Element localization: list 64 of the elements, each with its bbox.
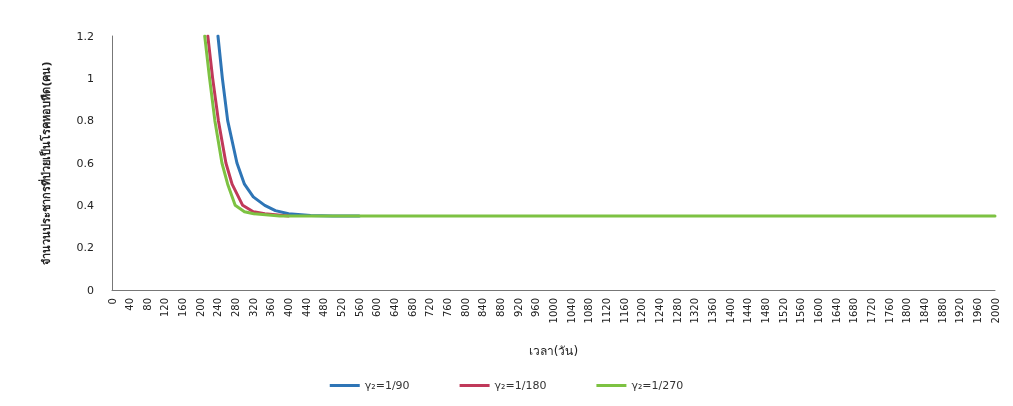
x-tick-label: 400 [283,298,295,318]
x-tick-label: 1280 [671,298,683,324]
x-tick-label: 560 [353,298,365,318]
legend-label: γ₂=1/270 [631,379,684,392]
x-tick-label: 840 [477,298,489,318]
x-tick-label: 440 [300,298,312,318]
x-tick-label: 880 [495,298,507,318]
legend-label: γ₂=1/90 [364,379,410,392]
y-tick-label: 0.2 [76,241,94,255]
x-tick-label: 520 [336,298,348,318]
x-tick-label: 160 [177,298,189,318]
x-tick-label: 1760 [883,298,895,324]
y-tick-label: 0.6 [76,156,94,170]
x-tick-label: 320 [247,298,259,318]
x-tick-label: 760 [442,298,454,318]
y-axis-title: จำนวนประชากรที่ป่วยเป็นโรคหอบหืด(คน) [38,61,53,265]
x-tick-label: 2000 [989,298,1001,324]
x-tick-label: 1160 [618,298,630,324]
y-tick-label: 0 [87,283,94,297]
x-tick-label: 1080 [583,298,595,324]
y-tick-label: 1 [87,71,94,85]
x-tick-label: 120 [159,298,171,318]
x-tick-label: 1440 [742,298,754,324]
x-tick-label: 1040 [565,298,577,324]
y-tick-label: 0.8 [76,114,94,128]
x-tick-label: 1600 [812,298,824,324]
x-tick-label: 1200 [636,298,648,324]
x-tick-label: 40 [124,298,136,311]
y-tick-label: 0.4 [76,198,94,212]
legend-label: γ₂=1/180 [494,379,547,392]
x-tick-label: 480 [318,298,330,318]
x-tick-label: 200 [194,298,206,318]
x-tick-label: 960 [530,298,542,318]
x-tick-label: 1560 [795,298,807,324]
x-tick-label: 1800 [901,298,913,324]
x-tick-label: 1120 [600,298,612,324]
x-tick-label: 1720 [865,298,877,324]
x-tick-label: 1400 [724,298,736,324]
x-tick-label: 280 [230,298,242,318]
x-tick-label: 0 [106,298,118,305]
x-tick-label: 1360 [706,298,718,324]
x-tick-label: 1920 [954,298,966,324]
x-tick-label: 360 [265,298,277,318]
x-tick-label: 920 [512,298,524,318]
x-tick-label: 240 [212,298,224,318]
x-tick-label: 1000 [548,298,559,324]
x-tick-label: 800 [459,298,471,318]
x-tick-label: 1680 [848,298,860,324]
x-tick-label: 1520 [777,298,789,324]
x-tick-label: 1960 [971,298,983,324]
x-tick-label: 720 [424,298,436,318]
x-axis-title: เวลา(วัน) [528,344,579,358]
x-tick-label: 1240 [653,298,665,324]
x-tick-label: 80 [141,298,153,311]
line-series [203,34,997,218]
x-tick-label: 1840 [918,298,930,324]
x-tick-label: 1880 [936,298,948,324]
x-tick-label: 1320 [689,298,701,324]
x-tick-label: 600 [371,298,383,318]
x-tick-label: 1640 [830,298,842,324]
y-tick-label: 1.2 [76,29,94,43]
x-tick-label: 640 [389,298,401,318]
x-tick-label: 680 [406,298,418,318]
x-tick-label: 1480 [759,298,771,324]
